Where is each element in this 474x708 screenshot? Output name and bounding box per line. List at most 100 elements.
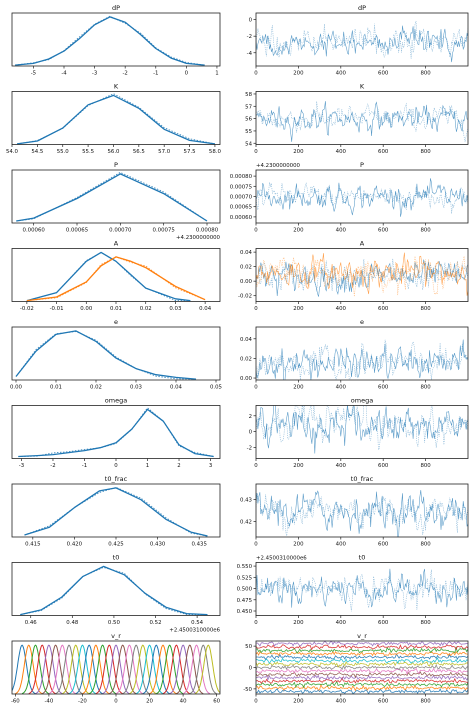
- panel-title: t0: [113, 554, 120, 562]
- density-line: [15, 330, 197, 380]
- x-tick-label: -1: [153, 71, 158, 77]
- trace-line: [256, 569, 468, 612]
- panel-title: t0_frac: [105, 475, 128, 483]
- density-line: [156, 644, 184, 694]
- x-tick-label: 200: [293, 620, 304, 626]
- density-line-dotted: [20, 566, 208, 616]
- y-tick-label: 0.450: [237, 609, 253, 615]
- x-tick-label: 60: [213, 699, 220, 705]
- x-tick-label: 600: [378, 149, 389, 155]
- series-group: [256, 490, 468, 537]
- trace-line: [256, 653, 468, 660]
- trace-line: [256, 660, 468, 668]
- density-line: [88, 644, 117, 694]
- axes-frame: [11, 326, 221, 381]
- x-tick-label: 400: [336, 385, 347, 391]
- series-group: [26, 251, 206, 302]
- y-tick-label: 0.00070: [230, 195, 253, 201]
- trace-line: [256, 674, 468, 681]
- axes-frame: [255, 12, 469, 67]
- x-tick-label: 400: [336, 463, 347, 469]
- density-panel-7: t0 0.46 0.48 0.50 0.52 0.54 +2.4500310000e6: [11, 554, 221, 634]
- density-line-dotted: [26, 251, 191, 302]
- panel-title: e: [114, 318, 118, 326]
- x-tick-label: 54.5: [31, 149, 43, 155]
- trace-line: [256, 492, 468, 536]
- density-panel-6: t0_frac 0.415 0.420 0.425 0.430 0.435: [11, 475, 221, 548]
- trace-panel-7: t0 0 200 400 600 800 0.450 0.475 0.500 0.525 0.550…: [237, 554, 469, 626]
- x-tick-label: 20: [146, 699, 153, 705]
- density-line-dotted: [17, 93, 215, 145]
- axis-offset-label: +2.4500310000e6: [256, 556, 307, 562]
- density-line: [194, 644, 220, 694]
- trace-line: [256, 641, 468, 647]
- trace-line: [256, 256, 468, 297]
- density-line: [162, 644, 190, 694]
- axes-frame: [11, 91, 221, 145]
- density-line: [21, 644, 50, 694]
- y-tick-label: 0.04: [240, 337, 253, 343]
- x-tick-label: 0: [254, 385, 258, 391]
- x-tick-label: -5: [31, 71, 36, 77]
- trace-panel-0: dP 0 200 400 600 800 -4 -2 0: [247, 4, 469, 77]
- trace-line: [256, 252, 468, 296]
- y-tick-label: 0.475: [237, 598, 252, 604]
- density-line: [15, 16, 205, 66]
- panel-title: t0_frac: [351, 475, 374, 483]
- panel-title: P: [114, 161, 118, 169]
- x-tick-label: 57.5: [184, 149, 196, 155]
- axis-offset-label: +2.4500310000e6: [169, 628, 220, 634]
- density-line: [82, 644, 110, 694]
- density-panel-5: omega -3 -2 -1 0 1 2 3: [11, 397, 221, 469]
- density-line: [75, 644, 103, 694]
- x-tick-label: -0.01: [50, 306, 64, 312]
- trace-line: [256, 644, 468, 651]
- panel-title: e: [360, 318, 364, 326]
- series-group: [256, 101, 468, 143]
- density-line: [24, 487, 208, 537]
- trace-line: [256, 671, 468, 679]
- x-tick-label: -2: [122, 71, 127, 77]
- density-line: [55, 644, 83, 694]
- x-tick-label: 0.52: [150, 620, 162, 626]
- trace-line: [256, 676, 468, 685]
- x-tick-label: 56.5: [133, 149, 145, 155]
- density-line: [115, 644, 144, 694]
- trace-line: [256, 645, 468, 654]
- density-line: [48, 644, 76, 694]
- x-tick-label: 3: [209, 463, 212, 469]
- y-tick-label: 0.04: [240, 250, 253, 256]
- panel-title: v_r: [357, 632, 367, 640]
- trace-line: [256, 490, 468, 537]
- trace-line: [256, 101, 468, 142]
- density-line: [12, 644, 36, 694]
- series-group: [24, 486, 208, 537]
- y-tick-label: 58: [245, 92, 252, 98]
- trace-line: [256, 339, 468, 380]
- trace-line: [256, 688, 468, 694]
- y-tick-label: 0.42: [240, 520, 252, 526]
- axes-frame: [255, 248, 469, 302]
- x-tick-label: 0.48: [66, 620, 79, 626]
- x-tick-label: 0.46: [25, 620, 38, 626]
- y-tick-label: 2: [249, 414, 252, 420]
- y-tick-label: 0: [249, 430, 253, 436]
- x-tick-label: 0.03: [169, 306, 181, 312]
- x-tick-label: 200: [293, 71, 304, 77]
- x-tick-label: 0: [254, 463, 258, 469]
- series-group: [12, 644, 220, 694]
- trace-panel-6: t0_frac 0 200 400 600 800 0.42 0.43: [240, 475, 469, 548]
- x-tick-label: -3: [92, 71, 97, 77]
- x-tick-label: -4: [61, 71, 67, 77]
- x-tick-label: 600: [378, 385, 389, 391]
- series-group: [16, 171, 208, 222]
- x-tick-label: 400: [336, 699, 347, 705]
- x-tick-label: 0: [114, 463, 118, 469]
- x-tick-label: 400: [336, 149, 347, 155]
- panel-title: dP: [112, 4, 120, 12]
- trace-line: [256, 259, 468, 297]
- panel-title: K: [360, 83, 365, 91]
- x-tick-label: 54.0: [6, 149, 19, 155]
- x-tick-label: 600: [378, 71, 389, 77]
- axes-frame: [255, 91, 469, 145]
